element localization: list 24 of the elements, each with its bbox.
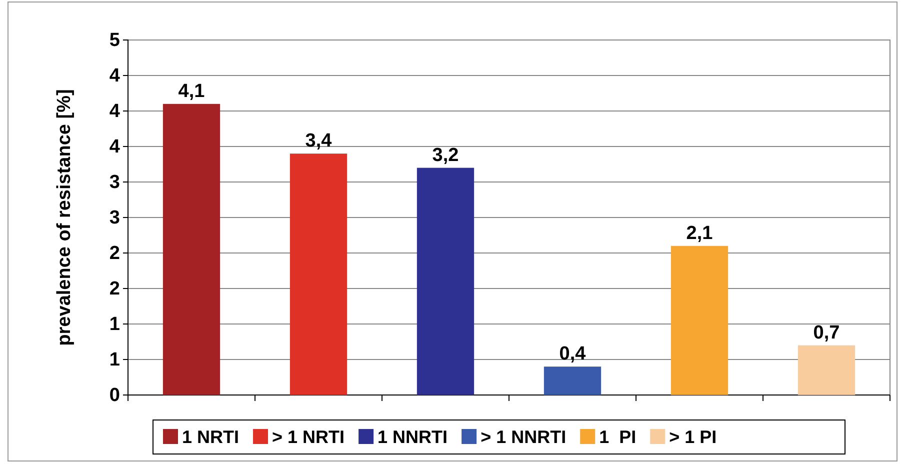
data-label: 3,4 [305,130,332,152]
y-tick-label: 5 [109,30,120,52]
y-tick-label: 4 [109,66,120,87]
legend-label: > 1 PI [669,427,717,447]
y-tick-label: 2 [109,278,120,300]
data-label: 0,7 [813,322,840,344]
legend-label: 1 NNRTI [378,427,448,447]
y-tick-label: 2 [109,243,120,264]
data-label: 3,2 [432,144,459,166]
y-tick-label: 1 [109,314,120,336]
y-tick-label: 4 [109,136,120,158]
y-axis-title: prevalence of resistance [%] [54,89,75,346]
data-label: 2,1 [686,222,714,244]
legend-label: > 1 NRTI [272,427,345,447]
y-tick-label: 3 [109,208,120,229]
data-label: 0,4 [559,344,586,365]
legend-label: 1 NRTI [182,427,240,447]
y-tick-label: 1 [109,350,120,371]
y-tick-label: 3 [109,172,120,194]
legend-label: > 1 NNRTI [480,427,566,447]
y-tick-label: 0 [109,385,120,406]
legend-label: 1 PI [599,427,636,447]
y-tick-label: 4 [109,101,120,122]
data-label: 4,1 [178,80,206,102]
